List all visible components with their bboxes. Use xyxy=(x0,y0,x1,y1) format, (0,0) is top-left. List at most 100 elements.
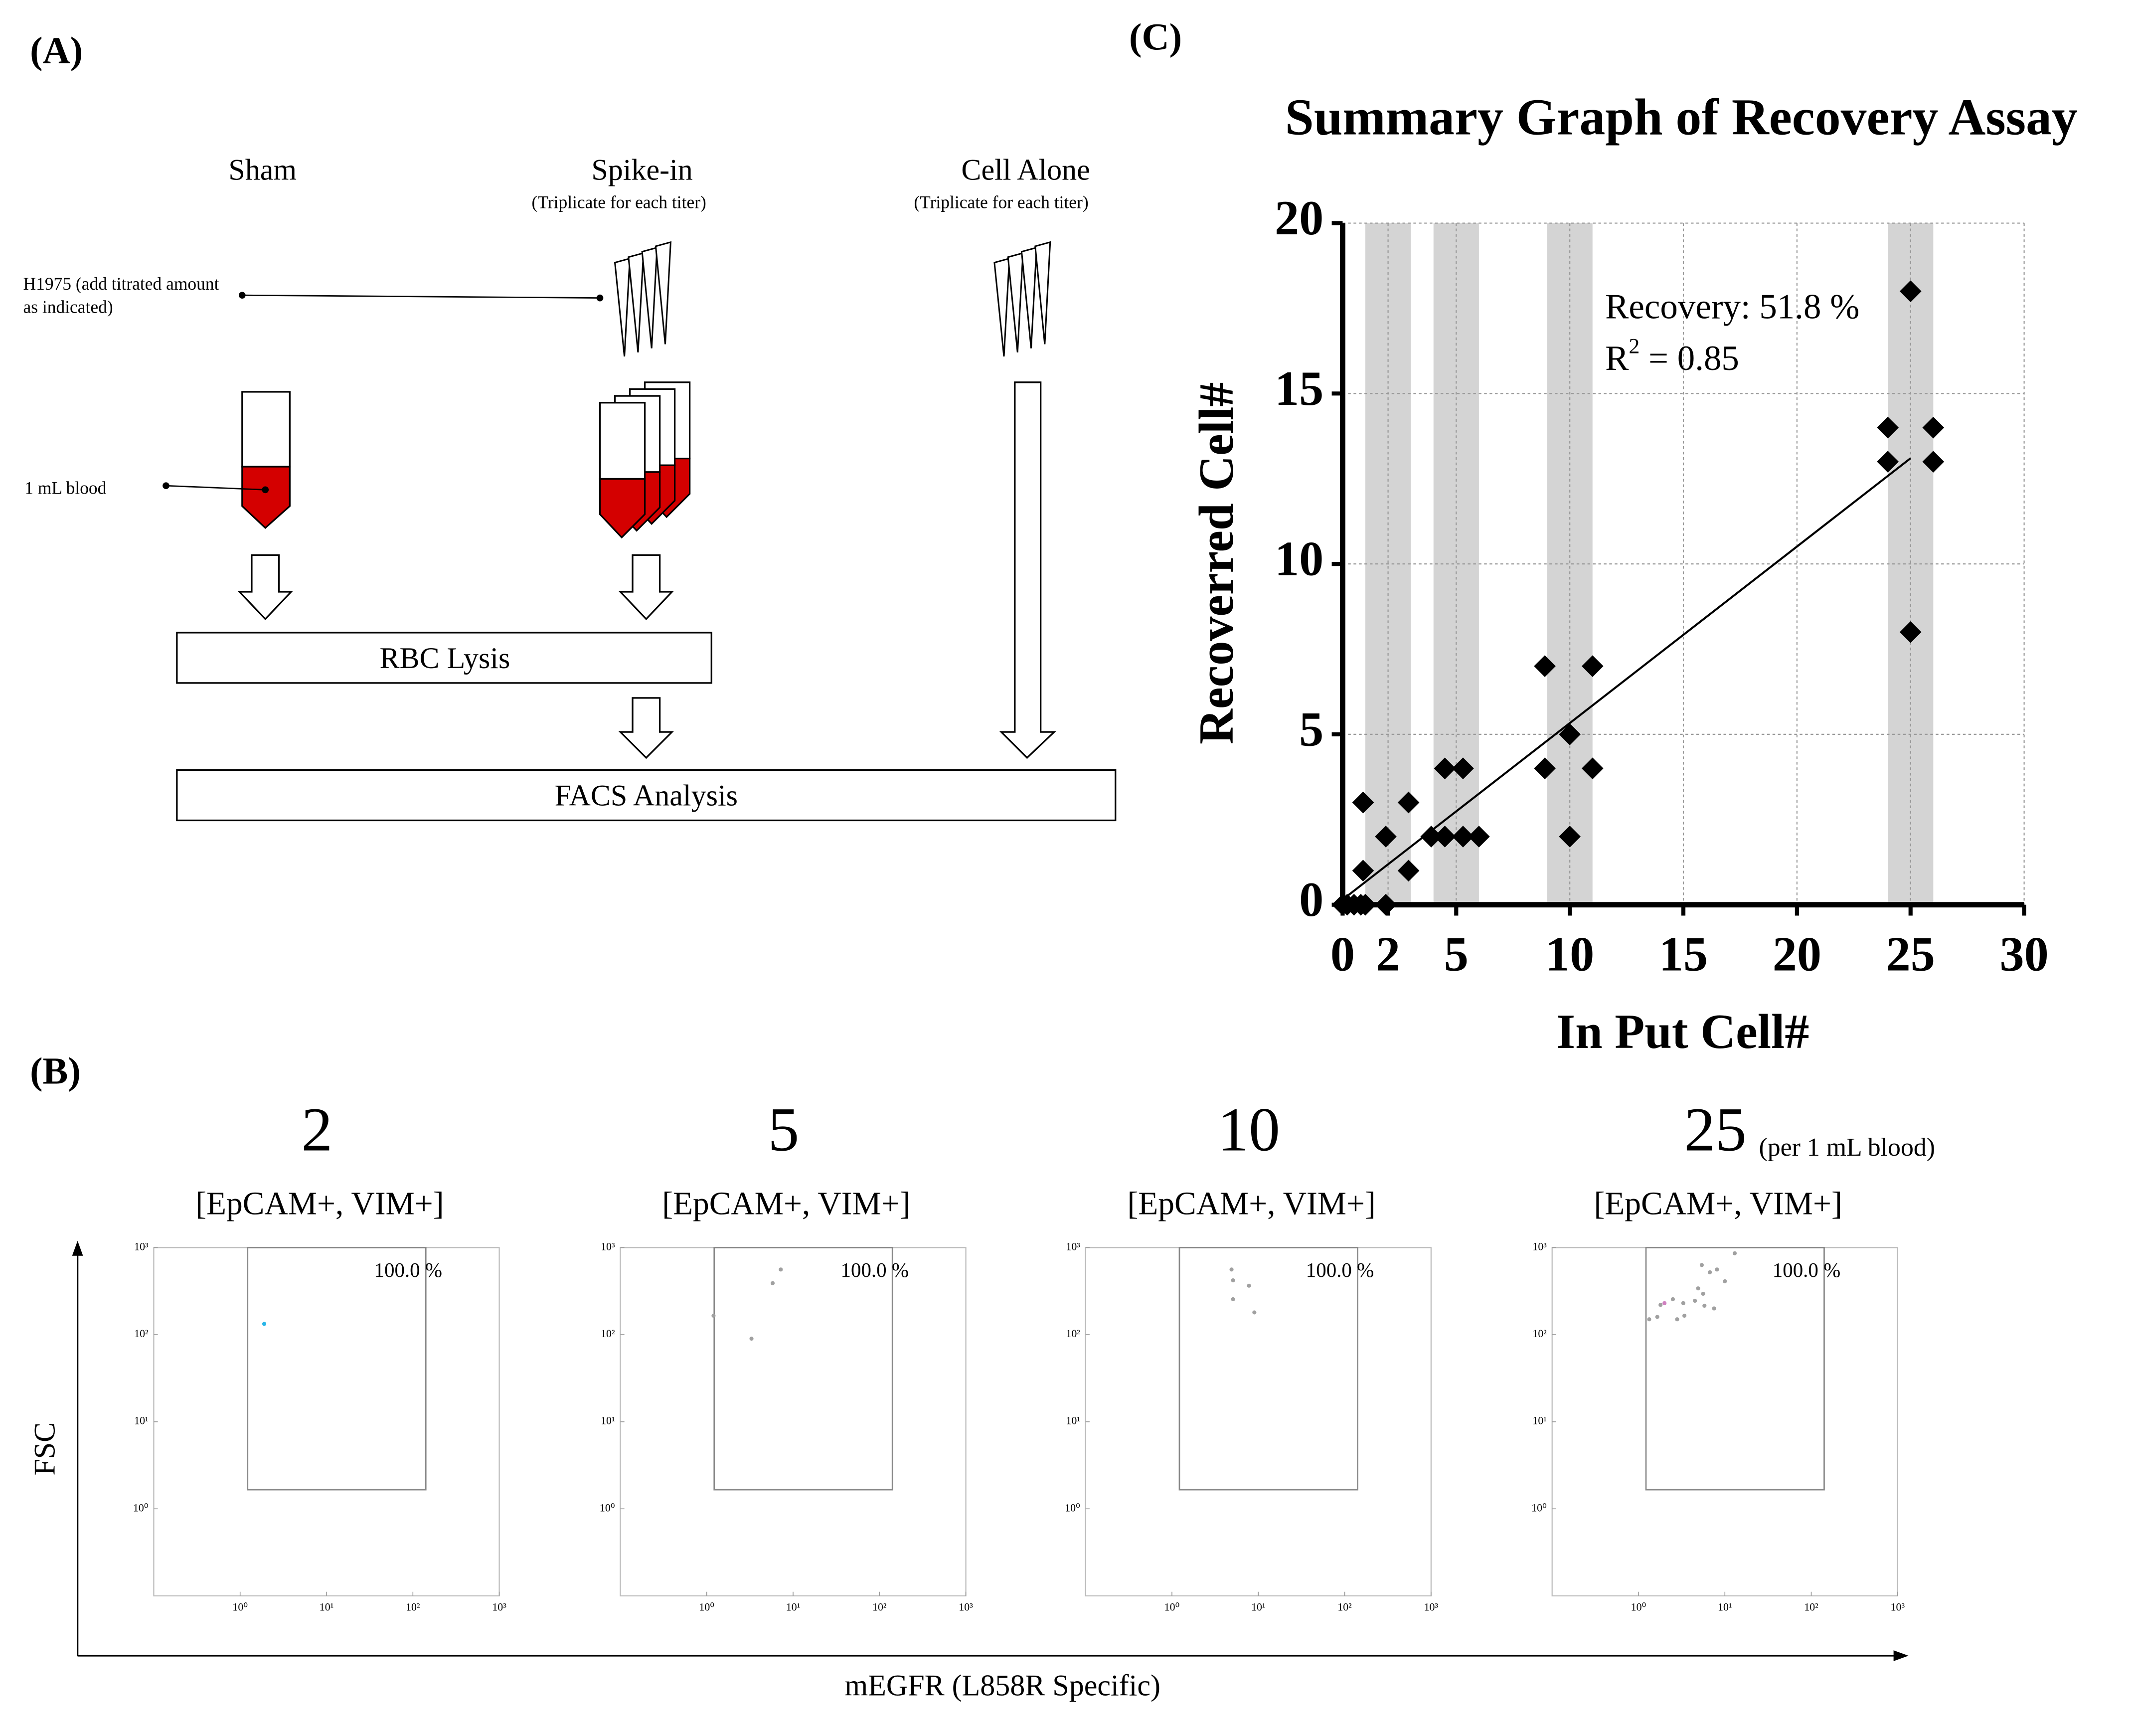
x-tick-label: 10 xyxy=(1545,927,1594,981)
point xyxy=(1468,826,1490,848)
x-tick-label: 2 xyxy=(1376,927,1400,981)
x-tick-label: 10³ xyxy=(492,1601,506,1613)
event-dot xyxy=(1662,1301,1667,1305)
annotation: Recovery: 51.8 % xyxy=(1605,287,1859,326)
flow-arrow xyxy=(618,554,674,620)
blood-label: 1 mL blood xyxy=(24,478,106,498)
event-dot xyxy=(1252,1310,1257,1315)
x-tick-label: 10³ xyxy=(1424,1601,1439,1613)
column-title: Spike-in xyxy=(591,153,692,186)
tube-blood xyxy=(241,466,291,529)
x-tick-label: 10⁰ xyxy=(1631,1601,1646,1613)
event-dot xyxy=(1247,1283,1251,1288)
tube xyxy=(599,402,646,480)
plot-title: 25 xyxy=(1684,1095,1747,1164)
event-dot xyxy=(1712,1306,1716,1311)
pointer-dot xyxy=(262,486,269,494)
x-tick-label: 10¹ xyxy=(786,1601,800,1613)
event-dot xyxy=(1715,1267,1719,1272)
y-axis-label: Recoverred Cell# xyxy=(1189,382,1244,744)
axis-label: FSC xyxy=(28,1422,61,1476)
x-tick-label: 10² xyxy=(872,1601,887,1613)
y-tick-label: 10⁰ xyxy=(1531,1502,1547,1514)
pipette-tip xyxy=(1020,246,1038,348)
event-dot xyxy=(1658,1303,1663,1307)
plot-subtitle: [EpCAM+, VIM+] xyxy=(1594,1186,1842,1222)
event-dot xyxy=(711,1313,716,1318)
y-tick-label: 10¹ xyxy=(134,1415,148,1427)
x-tick-label: 30 xyxy=(1999,927,2048,981)
gate-percent: 100.0 % xyxy=(1306,1259,1374,1281)
diagram: Sham Spike-in (Triplicate for each titer… xyxy=(23,153,1117,822)
cell-label: H1975 (add titrated amount xyxy=(23,274,219,294)
step-box xyxy=(176,769,1117,822)
flow-arrow xyxy=(618,697,674,759)
y-tick-label: 10⁰ xyxy=(1065,1502,1080,1514)
event-dot xyxy=(779,1267,783,1272)
event-dot xyxy=(749,1336,754,1341)
fit-line xyxy=(1346,457,1912,897)
pointer-line xyxy=(165,485,266,491)
x-tick-label: 10² xyxy=(1337,1601,1352,1613)
point xyxy=(1559,826,1581,848)
point xyxy=(1397,860,1420,882)
x-tick-label: 5 xyxy=(1444,927,1469,981)
annotation-part: = 0.85 xyxy=(1640,339,1739,378)
event-dot xyxy=(1655,1315,1659,1319)
x-tick-label: 10³ xyxy=(1891,1601,1905,1613)
point xyxy=(1581,655,1604,678)
flow-arrow xyxy=(999,381,1057,759)
annotation: R2 = 0.85 xyxy=(1605,335,1739,378)
event-dot xyxy=(1231,1297,1235,1302)
y-tick-label: 10⁰ xyxy=(133,1502,149,1514)
axis-label: mEGFR (L858R Specific) xyxy=(845,1669,1160,1702)
x-tick-label: 0 xyxy=(1330,927,1355,981)
x-axis-label: In Put Cell# xyxy=(1556,1005,1809,1059)
event-dot xyxy=(1682,1313,1687,1318)
x-tick-label: 10⁰ xyxy=(699,1601,714,1613)
point xyxy=(1397,791,1420,814)
plot-frame xyxy=(1085,1247,1432,1597)
pipette-tip xyxy=(628,252,645,352)
y-tick-label: 10³ xyxy=(134,1240,149,1252)
y-tick-label: 5 xyxy=(1299,702,1323,756)
step-label: RBC Lysis xyxy=(379,642,510,675)
panel-label: (B) xyxy=(30,1049,81,1092)
point xyxy=(1534,655,1556,678)
point xyxy=(1899,280,1922,303)
y-tick-label: 10² xyxy=(134,1328,149,1340)
step-box xyxy=(176,632,712,684)
plot-subtitle: [EpCAM+, VIM+] xyxy=(1127,1186,1375,1222)
cell-label: as indicated) xyxy=(23,297,113,317)
event-dot xyxy=(1708,1270,1712,1275)
gate-percent: 100.0 % xyxy=(1773,1259,1840,1281)
pointer-dot xyxy=(163,482,169,490)
point xyxy=(1420,826,1443,848)
event-dot xyxy=(1723,1279,1727,1284)
pipette-tip xyxy=(641,246,658,348)
pipette-tip xyxy=(614,257,631,357)
event-dot xyxy=(1647,1317,1651,1322)
event-dot xyxy=(1699,1263,1704,1267)
event-dot xyxy=(1701,1291,1705,1296)
facs-axes: FSC mEGFR (L858R Specific) xyxy=(28,1240,1909,1702)
point xyxy=(1452,757,1474,780)
pipette-tip xyxy=(1034,241,1051,345)
x-tick-label: 10¹ xyxy=(320,1601,333,1613)
arrow-head xyxy=(72,1240,83,1256)
annotation-part: 2 xyxy=(1629,335,1640,358)
event-dot xyxy=(1681,1301,1685,1305)
point xyxy=(1922,451,1945,473)
event-dot xyxy=(1702,1303,1707,1308)
point xyxy=(1559,723,1581,745)
x-tick-label: 15 xyxy=(1659,927,1708,981)
gate xyxy=(247,1246,427,1491)
event-dot xyxy=(770,1281,775,1285)
gate xyxy=(713,1246,893,1491)
column-title: Cell Alone xyxy=(961,153,1090,186)
x-tick-label: 10² xyxy=(406,1601,420,1613)
tube xyxy=(241,391,291,468)
event-dot xyxy=(1231,1278,1235,1283)
